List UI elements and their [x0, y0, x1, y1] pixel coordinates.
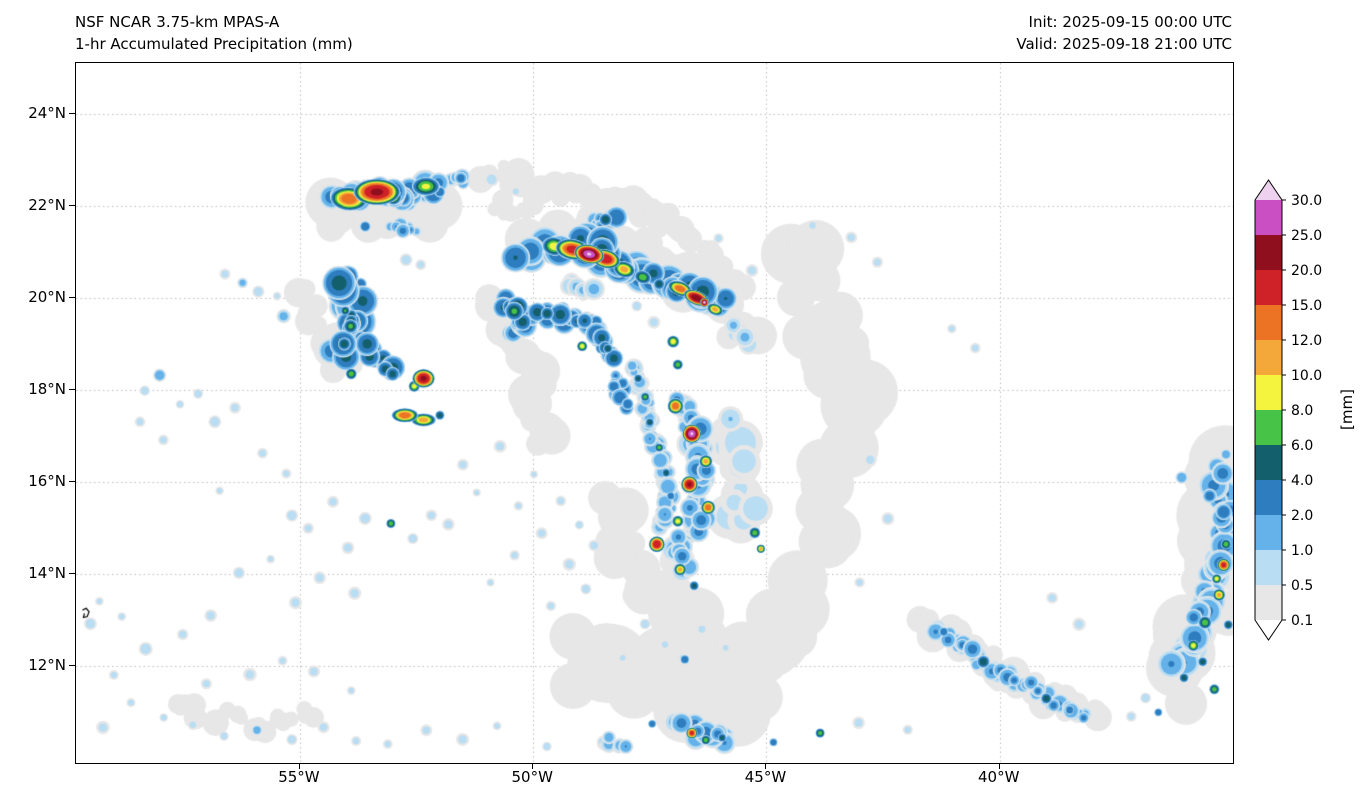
colorbar-segment [1255, 305, 1282, 340]
colorbar-tick-label: 25.0 [1291, 228, 1322, 244]
colorbar-tick-label: 0.1 [1291, 613, 1313, 629]
colorbar-tick-label: 1.0 [1291, 543, 1313, 559]
colorbar-tick-label: 12.0 [1291, 333, 1322, 349]
colorbar-tick-label: 4.0 [1291, 473, 1313, 489]
colorbar-tick-label: 2.0 [1291, 508, 1313, 524]
y-tick-label: 20°N [28, 287, 66, 306]
x-tick-mark [765, 763, 767, 769]
x-tick-label: 45°W [744, 768, 787, 786]
colorbar-tick-label: 6.0 [1291, 438, 1313, 454]
y-tick-mark [69, 112, 75, 114]
colorbar-segment [1255, 410, 1282, 445]
x-tick-label: 40°W [978, 768, 1020, 786]
map-plot-area [75, 62, 1234, 764]
y-tick-label: 22°N [28, 195, 66, 214]
colorbar-segment [1255, 445, 1282, 480]
y-tick-label: 16°N [28, 472, 66, 491]
colorbar-segment [1255, 375, 1282, 410]
valid-time-label: Valid: 2025-09-18 21:00 UTC [1016, 35, 1232, 53]
field-title: 1-hr Accumulated Precipitation (mm) [75, 35, 353, 53]
x-tick-label: 55°W [278, 768, 320, 786]
colorbar-segment [1255, 550, 1282, 585]
y-tick-mark [69, 388, 75, 390]
colorbar-segment [1255, 480, 1282, 515]
colorbar-units-label: [mm] [1338, 389, 1356, 430]
colorbar-tick-label: 8.0 [1291, 403, 1313, 419]
x-tick-label: 50°W [511, 768, 553, 786]
x-tick-mark [532, 763, 534, 769]
precipitation-field-canvas [76, 63, 1233, 763]
colorbar-segment [1255, 515, 1282, 550]
colorbar-segment [1255, 200, 1282, 235]
colorbar-under-arrow [1255, 620, 1282, 640]
colorbar-segment [1255, 270, 1282, 305]
y-tick-mark [69, 573, 75, 575]
colorbar-segment [1255, 340, 1282, 375]
y-tick-mark [69, 204, 75, 206]
colorbar-tick-label: 20.0 [1291, 263, 1322, 279]
colorbar-tick-label: 30.0 [1291, 193, 1322, 209]
colorbar-tick-label: 10.0 [1291, 368, 1322, 384]
model-title: NSF NCAR 3.75-km MPAS-A [75, 13, 280, 31]
x-tick-mark [998, 763, 1000, 769]
y-tick-mark [69, 481, 75, 483]
y-tick-label: 24°N [28, 103, 66, 122]
colorbar-segment [1255, 235, 1282, 270]
y-tick-mark [69, 296, 75, 298]
y-tick-label: 14°N [28, 564, 66, 583]
colorbar-over-arrow [1255, 180, 1282, 200]
colorbar: 0.1 0.5 1.0 2.0 4.0 6.0 8.0 10.0 12.0 15.0 20.0 25.… [1254, 179, 1322, 641]
colorbar-tick-label: 15.0 [1291, 298, 1322, 314]
init-time-label: Init: 2025-09-15 00:00 UTC [1028, 13, 1232, 31]
x-tick-mark [298, 763, 300, 769]
colorbar-segment [1255, 585, 1282, 620]
y-tick-label: 18°N [28, 379, 66, 398]
y-tick-mark [69, 665, 75, 667]
colorbar-tick-label: 0.5 [1291, 578, 1313, 594]
y-tick-label: 12°N [28, 656, 66, 675]
